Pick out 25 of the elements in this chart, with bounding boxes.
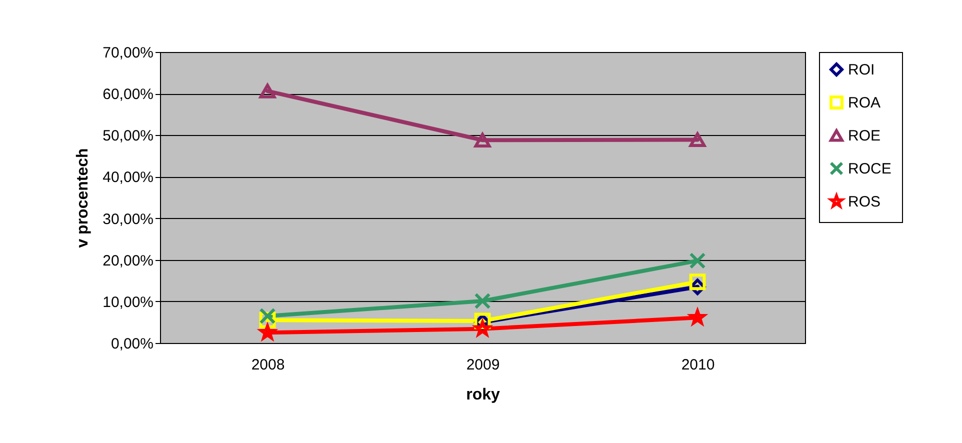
x-tick-label: 2009 xyxy=(466,356,500,374)
point xyxy=(689,132,706,148)
point xyxy=(259,308,276,324)
y-tick-label: 50,00% xyxy=(102,128,154,145)
point xyxy=(689,252,706,269)
legend-label: ROI xyxy=(848,62,875,78)
point xyxy=(474,292,491,310)
y-tick-label: 0,00% xyxy=(110,336,154,352)
y-tick-label: 20,00% xyxy=(102,252,154,270)
legend-label: ROCE xyxy=(848,160,892,178)
point xyxy=(689,274,706,290)
y-tick-label: 40,00% xyxy=(102,169,154,186)
x-tick-label: 2010 xyxy=(681,356,715,374)
legend-label: ROS xyxy=(848,194,881,210)
legend-label: ROA xyxy=(848,94,881,112)
y-tick-label: 60,00% xyxy=(102,86,154,104)
y-axis-title: v procentech xyxy=(74,148,92,248)
y-tick-label: 10,00% xyxy=(102,294,154,311)
y-tick-label: 70,00% xyxy=(102,44,154,62)
x-axis-title: roky xyxy=(466,386,500,404)
legend-label: ROE xyxy=(848,128,881,144)
y-tick-label: 30,00% xyxy=(102,210,154,228)
point xyxy=(474,132,491,148)
x-tick-label: 2008 xyxy=(251,356,285,374)
point xyxy=(259,84,276,98)
